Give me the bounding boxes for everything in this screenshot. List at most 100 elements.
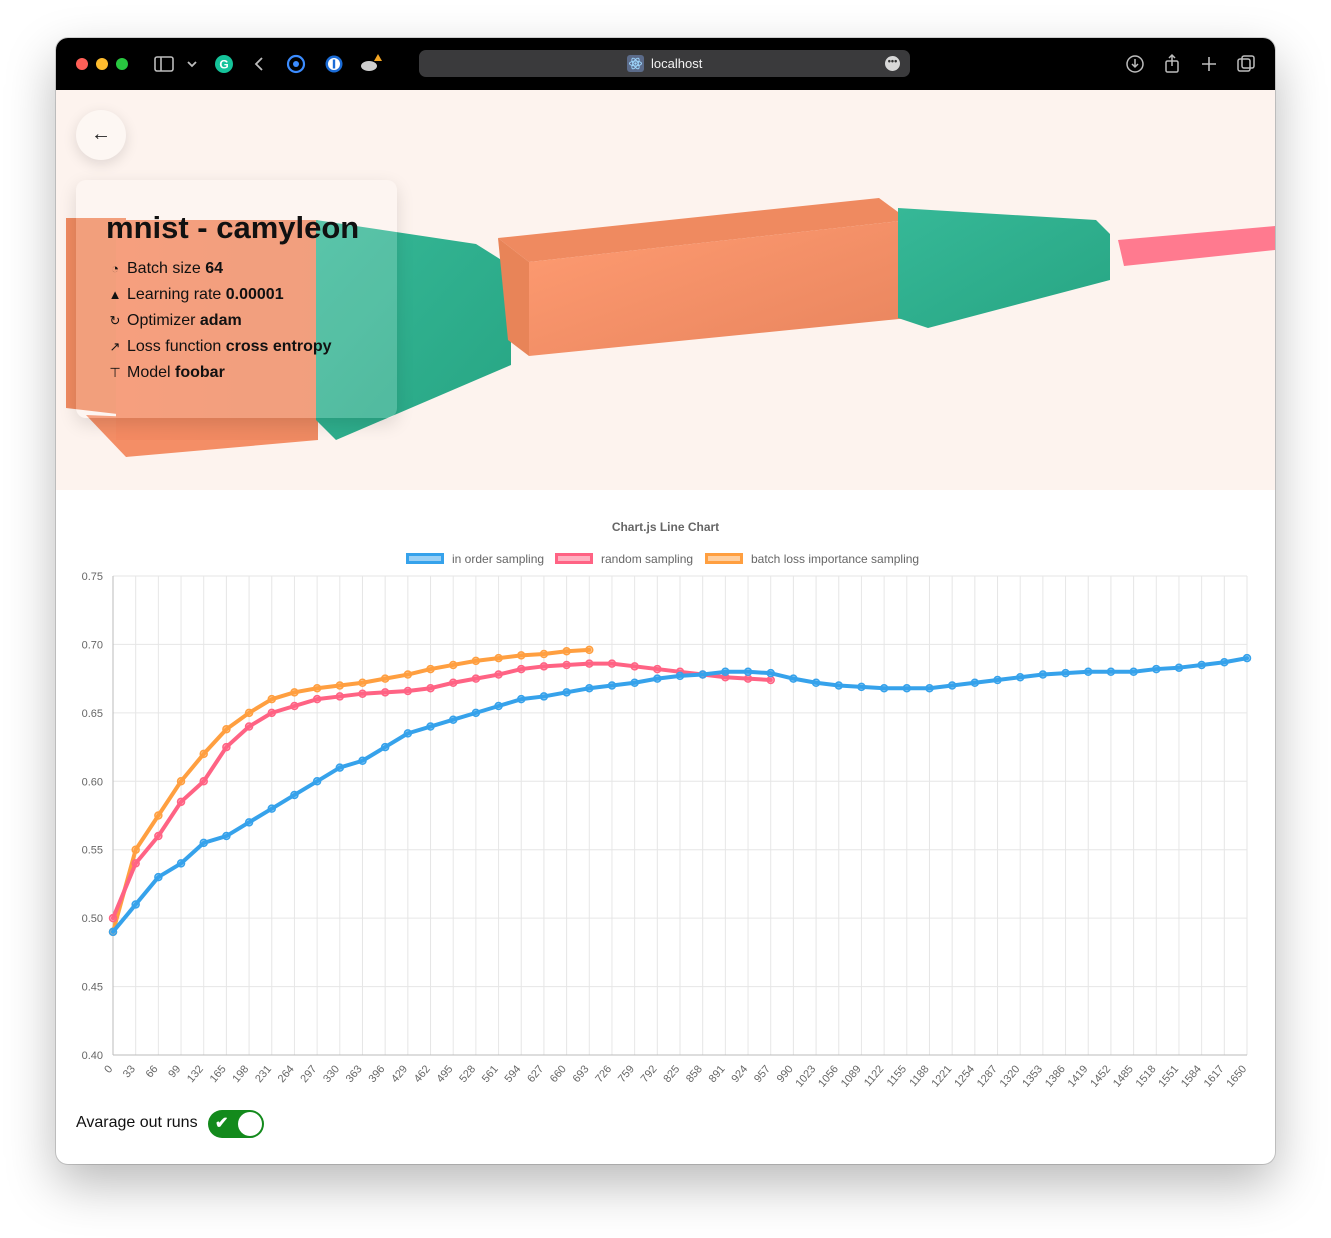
series-point-1 — [267, 708, 277, 718]
series-point-0 — [743, 667, 753, 677]
grammarly-extension-icon[interactable]: G — [212, 52, 236, 76]
chevron-down-icon[interactable] — [180, 52, 204, 76]
triangle-up-icon: ▲ — [108, 287, 122, 302]
x-tick-label: 891 — [707, 1063, 728, 1085]
browser-toolbar: G localhost ••• — [56, 38, 1275, 90]
series-point-0 — [335, 763, 345, 772]
x-tick-label: 1485 — [1111, 1063, 1136, 1089]
tab-overview-icon[interactable] — [1234, 52, 1258, 76]
more-options-icon[interactable]: ••• — [885, 56, 900, 71]
series-point-2 — [154, 811, 163, 820]
series-line-2 — [111, 647, 592, 934]
batch-size-row: ◔ Batch size 64 — [106, 260, 223, 278]
x-tick-label: 1122 — [862, 1063, 886, 1089]
legend-label-in-order: in order sampling — [452, 552, 545, 566]
series-point-1 — [494, 670, 503, 679]
series-point-0 — [562, 688, 571, 697]
address-bar[interactable]: localhost ••• — [419, 50, 910, 77]
series-point-0 — [108, 927, 118, 937]
series-point-0 — [857, 682, 866, 692]
browser-window: G localhost ••• — [56, 38, 1275, 1164]
x-tick-label: 297 — [298, 1063, 319, 1085]
average-runs-toggle[interactable]: ✔ — [208, 1110, 264, 1138]
run-info-card: mnist - camyleon ◔ Batch size 64 ▲ Learnin… — [76, 180, 397, 418]
series-point-0 — [358, 756, 367, 766]
x-tick-label: 396 — [366, 1063, 387, 1085]
x-tick-label: 1221 — [930, 1063, 955, 1089]
series-point-0 — [1197, 660, 1206, 670]
series-point-1 — [312, 694, 322, 704]
series-point-0 — [902, 683, 912, 693]
series-point-0 — [312, 777, 322, 786]
legend-label-batch-loss: batch loss importance sampling — [751, 552, 920, 566]
series-point-0 — [471, 708, 481, 718]
series-point-2 — [585, 645, 594, 655]
series-point-0 — [448, 715, 458, 724]
line-chart-plot: 0.400.450.500.550.600.650.700.750 33 66 99 1… — [82, 571, 1252, 1090]
window-maximize-button[interactable] — [116, 58, 128, 70]
x-tick-label: 429 — [389, 1063, 410, 1085]
series-point-1 — [358, 689, 367, 698]
learning-rate-row: ▲ Learning rate 0.00001 — [106, 286, 284, 304]
series-point-0 — [267, 804, 277, 813]
series-point-1 — [335, 692, 345, 701]
x-tick-label: 66 — [144, 1063, 161, 1080]
series-point-0 — [698, 670, 707, 679]
url-text: localhost — [651, 56, 703, 71]
back-button[interactable]: ← — [76, 110, 126, 160]
legend-label-random: random sampling — [601, 552, 694, 566]
x-tick-label: 1155 — [885, 1063, 909, 1089]
window-minimize-button[interactable] — [96, 58, 108, 70]
series-point-2 — [516, 651, 526, 660]
y-tick-label: 0.50 — [82, 913, 103, 925]
y-tick-label: 0.40 — [82, 1050, 103, 1062]
x-tick-label: 825 — [661, 1063, 682, 1085]
window-close-button[interactable] — [76, 58, 88, 70]
series-point-2 — [562, 647, 571, 656]
share-icon[interactable] — [1160, 52, 1184, 76]
y-tick-label: 0.60 — [82, 776, 103, 788]
series-point-0 — [494, 701, 503, 711]
x-tick-label: 792 — [639, 1063, 660, 1085]
series-point-1 — [176, 797, 186, 807]
extension-blue-icon[interactable] — [284, 52, 308, 76]
x-tick-label: 1287 — [975, 1063, 1000, 1089]
network-architecture-illustration — [66, 198, 1275, 457]
batch-size-value: 64 — [205, 260, 224, 277]
back-navigation-icon[interactable] — [248, 52, 272, 76]
series-point-2 — [290, 688, 299, 697]
download-icon[interactable] — [1123, 52, 1147, 76]
y-tick-label: 0.75 — [82, 571, 103, 583]
x-tick-label: 1650 — [1224, 1063, 1249, 1089]
series-point-0 — [607, 681, 617, 690]
y-tick-label: 0.70 — [82, 639, 103, 651]
series-point-1 — [426, 683, 435, 693]
series-point-2 — [448, 660, 458, 670]
x-tick-label: 693 — [571, 1063, 592, 1085]
x-tick-label: 1254 — [952, 1063, 977, 1089]
series-point-0 — [131, 900, 140, 909]
series-point-0 — [811, 678, 821, 687]
series-point-2 — [403, 670, 413, 679]
x-tick-label: 132 — [185, 1063, 206, 1085]
series-point-1 — [448, 678, 458, 687]
new-tab-icon[interactable] — [1197, 52, 1221, 76]
series-point-0 — [1083, 667, 1093, 677]
series-point-1 — [154, 831, 163, 841]
series-point-1 — [630, 662, 639, 671]
password-manager-icon[interactable] — [322, 52, 346, 76]
series-point-0 — [539, 692, 549, 701]
series-point-0 — [947, 681, 957, 690]
series-point-0 — [675, 671, 685, 681]
x-tick-label: 1320 — [998, 1063, 1023, 1089]
series-point-1 — [653, 664, 662, 674]
chart-title: Chart.js Line Chart — [611, 520, 720, 534]
series-point-0 — [970, 678, 980, 687]
series-point-2 — [494, 653, 503, 663]
series-point-0 — [222, 831, 231, 841]
sidebar-toggle-icon[interactable] — [152, 52, 176, 76]
extension-cloud-warning-icon[interactable] — [358, 52, 382, 76]
legend-swatch-batch-loss — [705, 553, 743, 564]
series-point-0 — [154, 872, 163, 882]
x-tick-label: 759 — [616, 1063, 637, 1085]
